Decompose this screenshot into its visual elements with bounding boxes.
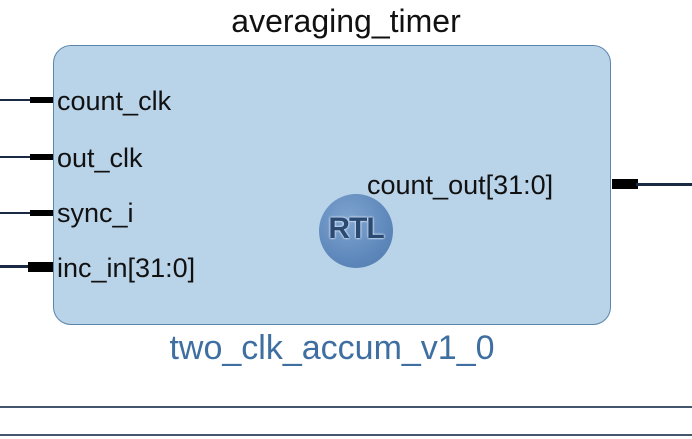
pin-count-clk[interactable] bbox=[30, 97, 54, 103]
wire-inc-in[interactable] bbox=[0, 265, 30, 268]
ip-block[interactable]: RTL bbox=[53, 45, 611, 325]
port-label-inc-in: inc_in[31:0] bbox=[57, 253, 196, 283]
instance-name: averaging_timer bbox=[231, 3, 461, 39]
wire-count-out[interactable] bbox=[636, 183, 692, 186]
wire-count-clk[interactable] bbox=[0, 99, 30, 101]
connection-rail-lower[interactable] bbox=[0, 434, 692, 436]
port-label-count-out: count_out[31:0] bbox=[367, 170, 554, 200]
module-name: two_clk_accum_v1_0 bbox=[169, 329, 495, 367]
pin-inc-in[interactable] bbox=[28, 262, 54, 272]
pin-count-out[interactable] bbox=[612, 179, 638, 189]
rtl-badge-label: RTL bbox=[328, 212, 384, 245]
pin-sync-i[interactable] bbox=[30, 210, 54, 216]
wire-sync-i[interactable] bbox=[0, 212, 30, 214]
port-label-out-clk: out_clk bbox=[57, 143, 143, 173]
port-label-sync-i: sync_i bbox=[57, 198, 134, 228]
connection-rail-upper[interactable] bbox=[0, 406, 692, 408]
port-label-count-clk: count_clk bbox=[57, 86, 172, 116]
pin-out-clk[interactable] bbox=[30, 154, 54, 160]
wire-out-clk[interactable] bbox=[0, 156, 30, 158]
rtl-badge-icon: RTL bbox=[319, 194, 393, 268]
